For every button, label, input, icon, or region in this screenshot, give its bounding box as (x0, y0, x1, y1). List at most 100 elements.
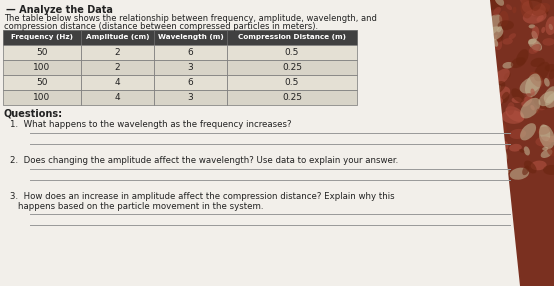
Ellipse shape (366, 153, 372, 163)
Ellipse shape (388, 102, 405, 117)
Ellipse shape (373, 82, 389, 102)
Text: 3: 3 (188, 93, 193, 102)
Ellipse shape (537, 126, 550, 135)
Ellipse shape (536, 15, 543, 22)
Ellipse shape (460, 71, 468, 82)
Ellipse shape (532, 3, 550, 16)
Ellipse shape (484, 73, 495, 90)
Ellipse shape (453, 156, 465, 176)
Ellipse shape (409, 105, 432, 118)
Ellipse shape (490, 110, 494, 116)
Ellipse shape (489, 86, 510, 101)
Bar (81, 30, 154, 45)
Bar (0, 0, 490, 286)
Text: 4: 4 (115, 93, 120, 102)
Ellipse shape (398, 146, 403, 149)
Ellipse shape (461, 60, 472, 68)
Ellipse shape (386, 152, 391, 160)
Ellipse shape (519, 149, 525, 153)
Ellipse shape (496, 148, 507, 166)
Ellipse shape (545, 92, 554, 108)
Ellipse shape (386, 30, 398, 39)
Ellipse shape (342, 8, 361, 29)
Ellipse shape (464, 35, 487, 49)
Ellipse shape (455, 118, 476, 131)
Bar (154, 90, 227, 105)
Bar (227, 75, 357, 90)
Ellipse shape (441, 59, 448, 68)
Ellipse shape (423, 41, 431, 46)
Ellipse shape (373, 89, 384, 97)
Ellipse shape (530, 94, 535, 101)
Ellipse shape (425, 17, 439, 32)
Ellipse shape (497, 26, 502, 32)
Ellipse shape (505, 106, 524, 122)
Ellipse shape (459, 34, 465, 39)
Ellipse shape (493, 35, 502, 50)
Ellipse shape (444, 31, 448, 35)
Ellipse shape (379, 11, 394, 21)
Ellipse shape (439, 102, 457, 114)
Ellipse shape (474, 4, 489, 26)
Ellipse shape (531, 7, 548, 18)
Ellipse shape (375, 3, 382, 8)
Ellipse shape (416, 65, 428, 84)
Ellipse shape (538, 91, 554, 106)
Ellipse shape (432, 48, 444, 56)
Ellipse shape (545, 64, 554, 72)
Ellipse shape (347, 140, 365, 157)
Text: 6: 6 (188, 48, 193, 57)
Ellipse shape (398, 61, 403, 67)
Ellipse shape (441, 113, 453, 126)
Ellipse shape (541, 149, 552, 158)
Ellipse shape (504, 154, 507, 161)
Ellipse shape (448, 38, 461, 45)
Ellipse shape (487, 125, 497, 132)
Ellipse shape (542, 147, 548, 151)
Ellipse shape (463, 40, 484, 57)
Ellipse shape (430, 95, 437, 104)
Ellipse shape (426, 15, 435, 23)
Ellipse shape (521, 0, 533, 18)
Ellipse shape (414, 128, 421, 134)
Ellipse shape (466, 3, 473, 9)
Ellipse shape (489, 61, 497, 69)
Ellipse shape (520, 123, 536, 140)
Ellipse shape (358, 96, 368, 113)
Ellipse shape (398, 102, 407, 118)
Ellipse shape (357, 63, 369, 81)
Text: 2.  Does changing the amplitude affect the wavelength? Use data to explain your : 2. Does changing the amplitude affect th… (10, 156, 398, 165)
Ellipse shape (347, 173, 353, 184)
Ellipse shape (454, 111, 473, 124)
Ellipse shape (365, 14, 373, 19)
Ellipse shape (521, 96, 532, 107)
Ellipse shape (436, 69, 444, 75)
Text: Amplitude (cm): Amplitude (cm) (86, 35, 149, 41)
Ellipse shape (520, 98, 541, 118)
Ellipse shape (361, 146, 370, 160)
Bar (81, 90, 154, 105)
Ellipse shape (479, 21, 493, 42)
Ellipse shape (362, 89, 373, 105)
Text: 6: 6 (188, 78, 193, 87)
Ellipse shape (496, 33, 504, 42)
Ellipse shape (544, 86, 554, 103)
Ellipse shape (421, 44, 438, 54)
Ellipse shape (473, 40, 487, 50)
Ellipse shape (464, 43, 484, 56)
Ellipse shape (347, 171, 358, 178)
Ellipse shape (365, 147, 378, 156)
Ellipse shape (354, 176, 364, 182)
Ellipse shape (532, 41, 539, 52)
Ellipse shape (501, 92, 509, 103)
Ellipse shape (502, 38, 513, 45)
Ellipse shape (352, 144, 367, 163)
Text: 2: 2 (115, 48, 120, 57)
Ellipse shape (383, 124, 397, 137)
Text: happens based on the particle movement in the system.: happens based on the particle movement i… (18, 202, 264, 211)
Ellipse shape (371, 35, 391, 47)
Ellipse shape (535, 136, 552, 147)
Ellipse shape (416, 59, 430, 77)
Ellipse shape (469, 97, 476, 106)
Ellipse shape (534, 98, 550, 109)
